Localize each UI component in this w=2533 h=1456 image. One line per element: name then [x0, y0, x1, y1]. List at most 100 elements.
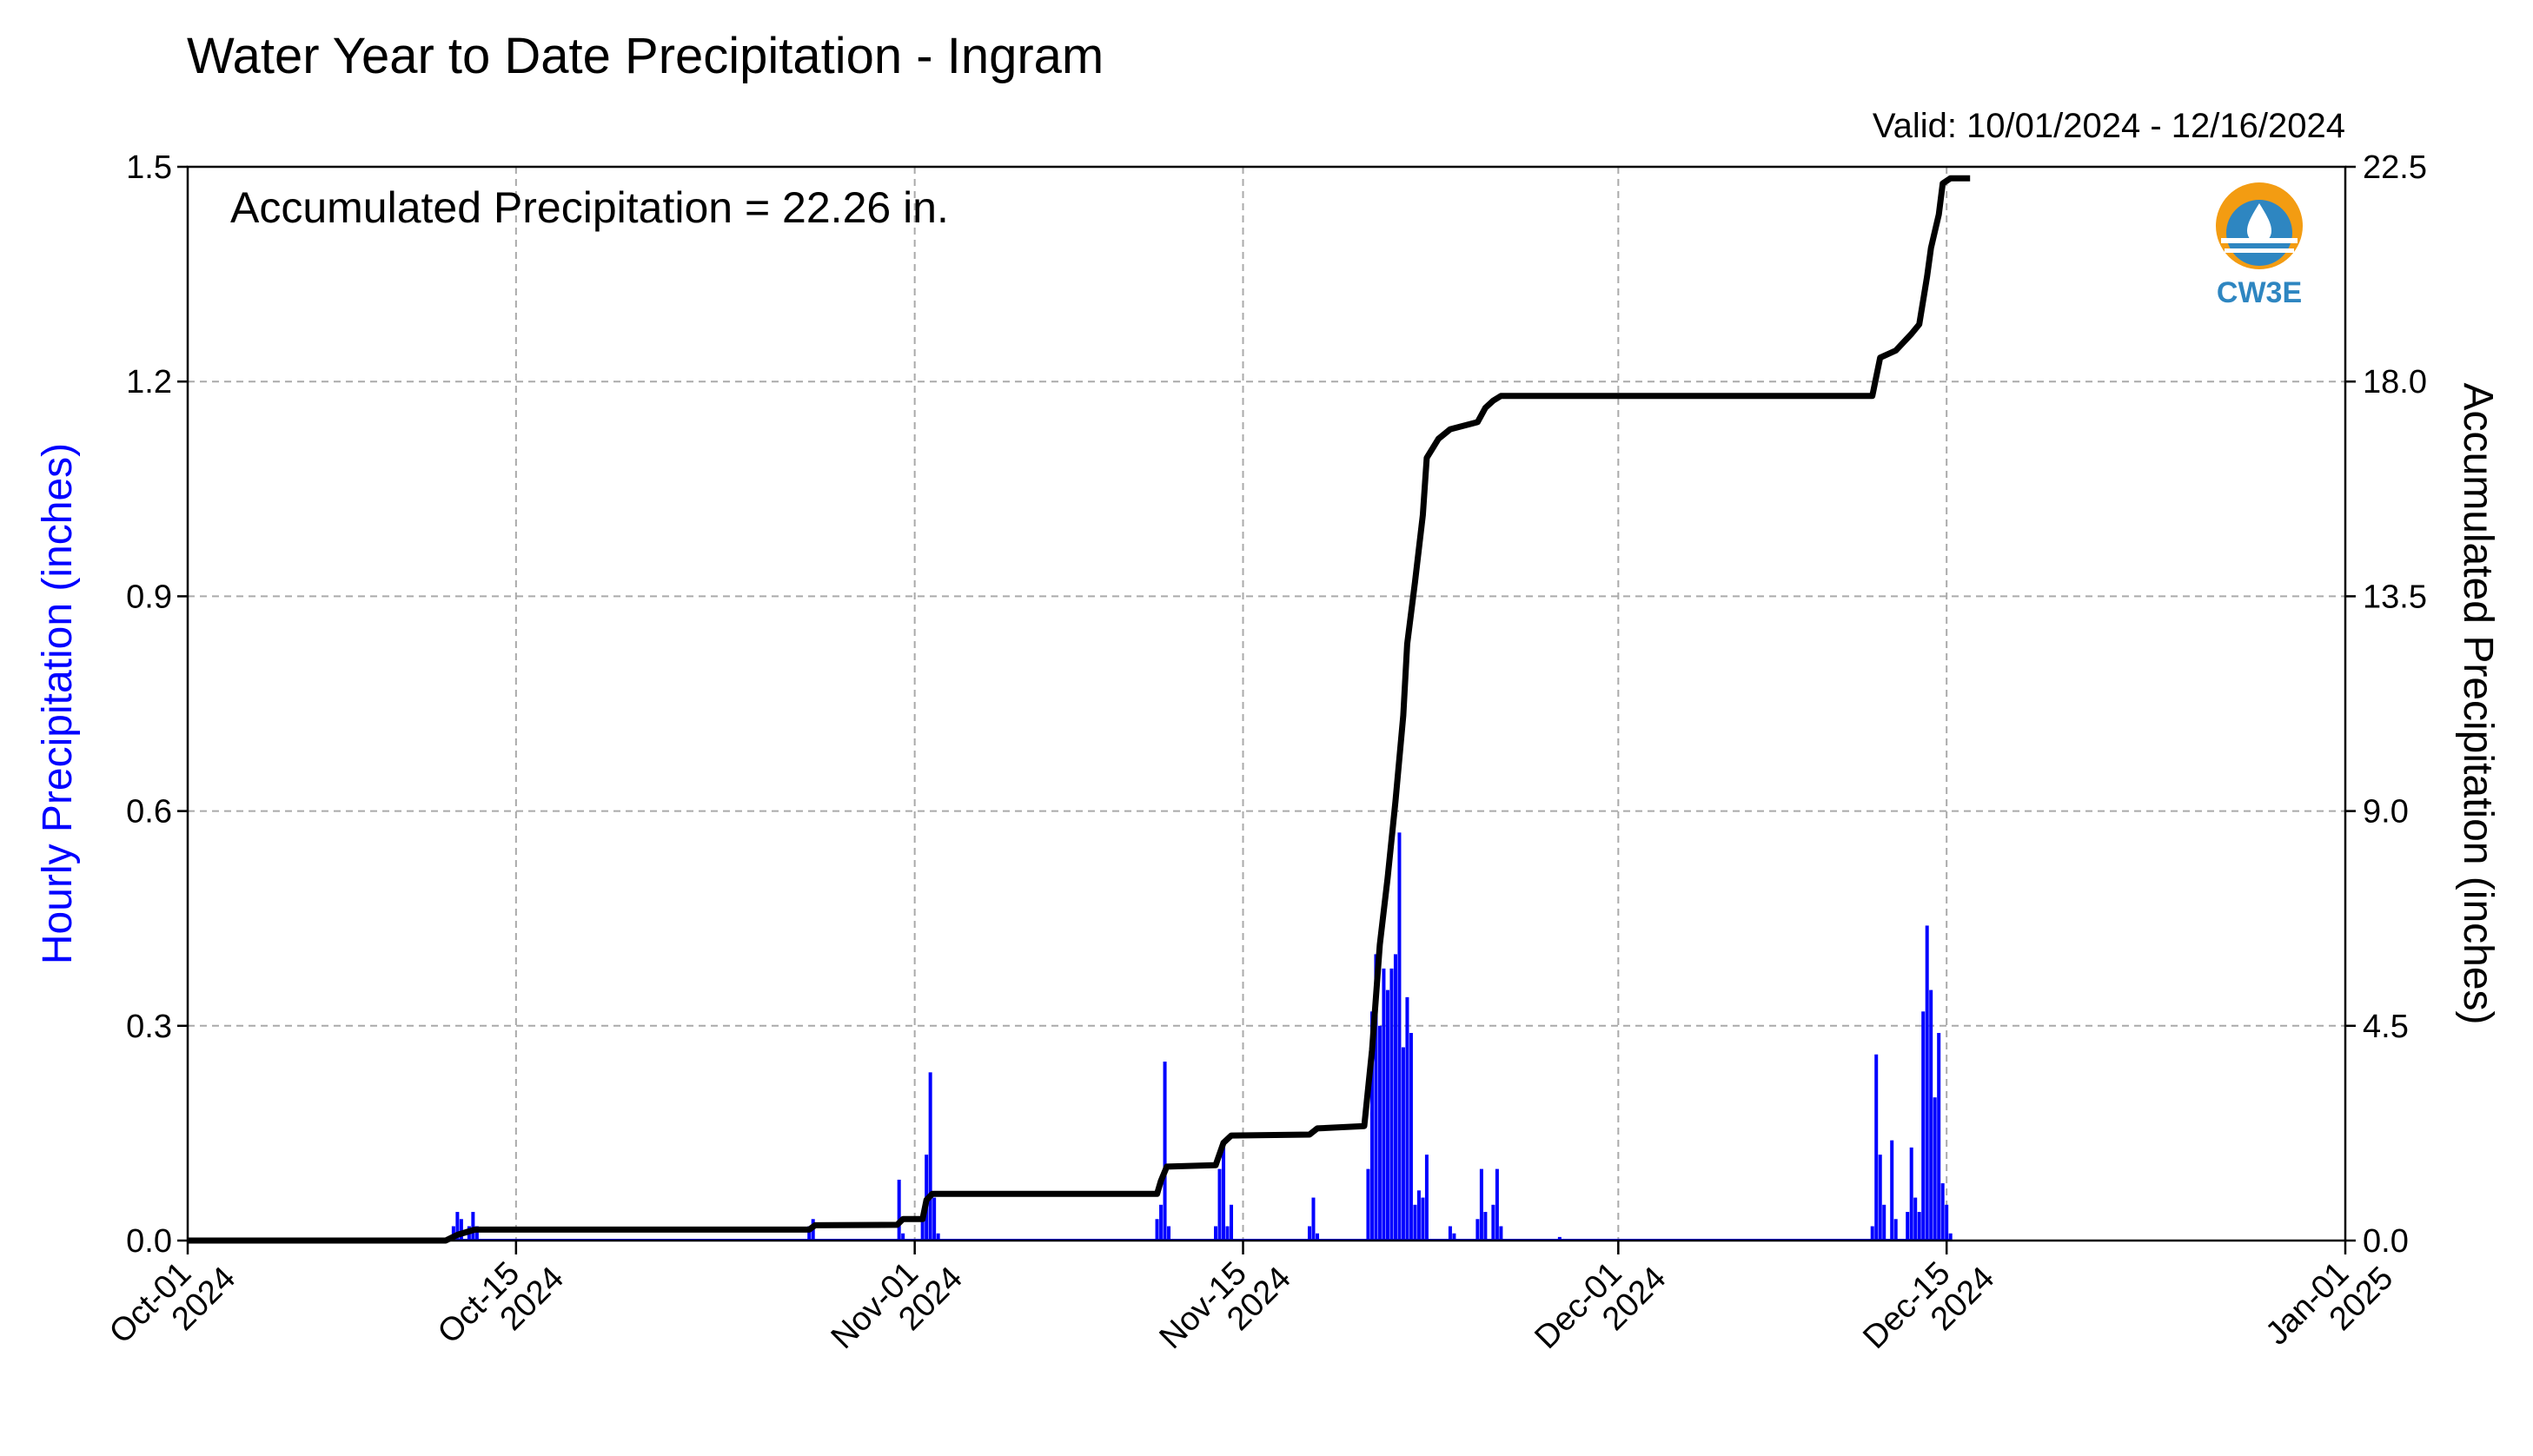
precip-bar: [897, 1179, 901, 1241]
precip-bar: [1311, 1197, 1316, 1241]
precip-bar: [1401, 1047, 1405, 1241]
precip-bar: [1483, 1212, 1488, 1241]
precip-bar: [1925, 925, 1929, 1241]
precip-bar: [1424, 1155, 1429, 1241]
precip-bar: [1878, 1155, 1882, 1241]
valid-range: Valid: 10/01/2024 - 12/16/2024: [1873, 107, 2345, 145]
precip-bar: [928, 1072, 932, 1241]
precip-bar: [1421, 1197, 1425, 1241]
y-tick-label-left: 0.9: [126, 579, 172, 615]
y-axis-left-label: Hourly Precipitation (inches): [35, 443, 81, 964]
accumulated-precip-line: [188, 175, 1971, 1244]
precip-bar: [1917, 1212, 1921, 1241]
y-tick-label-left: 0.0: [126, 1223, 172, 1260]
accumulated-annotation: Accumulated Precipitation = 22.26 in.: [230, 183, 949, 232]
y-tick-label-left: 1.5: [126, 149, 172, 186]
precip-bar: [920, 1219, 925, 1241]
precip-bar: [1230, 1204, 1234, 1241]
precip-bar: [1479, 1168, 1483, 1241]
precip-bar: [1377, 1025, 1382, 1241]
precip-bar: [1909, 1147, 1913, 1241]
y-tick-label-right: 22.5: [2363, 149, 2427, 186]
precip-bar: [1945, 1204, 1949, 1241]
precip-bar: [1933, 1097, 1937, 1241]
y-tick-label-right: 4.5: [2363, 1009, 2409, 1045]
precip-bar: [1416, 1190, 1421, 1241]
y-axis-right: 0.0 4.5 9.0 13.5 18.0 22.5: [2345, 149, 2427, 1260]
precip-bar: [1937, 1033, 1941, 1241]
y-tick-label-right: 0.0: [2363, 1223, 2409, 1260]
precip-bar: [1557, 1236, 1562, 1241]
y-axis-right-label: Accumulated Precipitation (inches): [2455, 382, 2501, 1024]
precip-bar: [1366, 1168, 1370, 1241]
precip-bar: [1159, 1204, 1164, 1241]
precip-bar: [1882, 1204, 1886, 1241]
precip-bar: [1491, 1204, 1495, 1241]
precip-bar: [1382, 968, 1386, 1241]
y-tick-label-left: 1.2: [126, 364, 172, 400]
precip-bar: [1948, 1233, 1953, 1241]
y-tick-label-right: 18.0: [2363, 364, 2427, 400]
y-tick-label-right: 13.5: [2363, 579, 2427, 615]
precip-bar: [1870, 1226, 1874, 1241]
precip-bar: [901, 1233, 905, 1241]
precip-bar: [1155, 1219, 1159, 1241]
precip-bar: [1874, 1054, 1879, 1241]
precip-bar: [1495, 1168, 1499, 1241]
grid: [188, 167, 2345, 1241]
precip-bar: [1167, 1226, 1171, 1241]
precip-bar: [1389, 968, 1394, 1241]
precip-bar: [1385, 989, 1389, 1241]
precip-bar: [1397, 832, 1402, 1241]
precip-bar: [1929, 989, 1933, 1241]
y-tick-label-left: 0.3: [126, 1009, 172, 1045]
y-axis-left: 0.0 0.3 0.6 0.9 1.2 1.5: [126, 149, 188, 1260]
precip-bar: [1475, 1219, 1480, 1241]
precip-bar: [1163, 1062, 1167, 1241]
precip-bar: [932, 1197, 937, 1241]
precip-bar: [1413, 1204, 1417, 1241]
y-tick-label-left: 0.6: [126, 794, 172, 831]
precip-bar: [1369, 1011, 1374, 1241]
precip-bar: [1409, 1033, 1413, 1241]
precip-bar: [1393, 954, 1397, 1241]
precip-bar: [459, 1219, 463, 1241]
precip-bar: [1906, 1212, 1910, 1241]
precip-bar: [1940, 1183, 1945, 1241]
precip-bar: [1890, 1140, 1894, 1241]
precip-bar: [471, 1212, 475, 1241]
logo-text: CW3E: [2217, 276, 2302, 309]
precip-bar: [1217, 1168, 1222, 1241]
precip-bar: [1499, 1226, 1503, 1241]
precip-bar: [807, 1226, 812, 1241]
precip-bar: [1405, 996, 1409, 1241]
y-tick-label-right: 9.0: [2363, 794, 2409, 831]
precip-bar: [1374, 954, 1378, 1241]
chart-title: Water Year to Date Precipitation - Ingra…: [187, 28, 1104, 84]
cw3e-logo: CW3E: [2216, 182, 2303, 309]
precip-bar: [1222, 1143, 1226, 1241]
logo-drop-icon: [2247, 203, 2271, 243]
precip-bar: [455, 1212, 460, 1241]
precip-bar: [936, 1233, 940, 1241]
precip-bar: [1921, 1011, 1926, 1241]
precip-bar: [1307, 1226, 1311, 1241]
precip-bar: [1225, 1226, 1230, 1241]
precip-bar: [474, 1226, 479, 1241]
precip-bar: [1452, 1233, 1456, 1241]
hourly-precip-bars: [188, 832, 1953, 1241]
precip-bar: [1315, 1233, 1319, 1241]
plot-frame: [186, 165, 2347, 1242]
precip-bar: [1893, 1219, 1898, 1241]
logo-wave2-icon: [2225, 248, 2294, 253]
precip-bar: [1214, 1226, 1218, 1241]
precip-bar: [1913, 1197, 1918, 1241]
